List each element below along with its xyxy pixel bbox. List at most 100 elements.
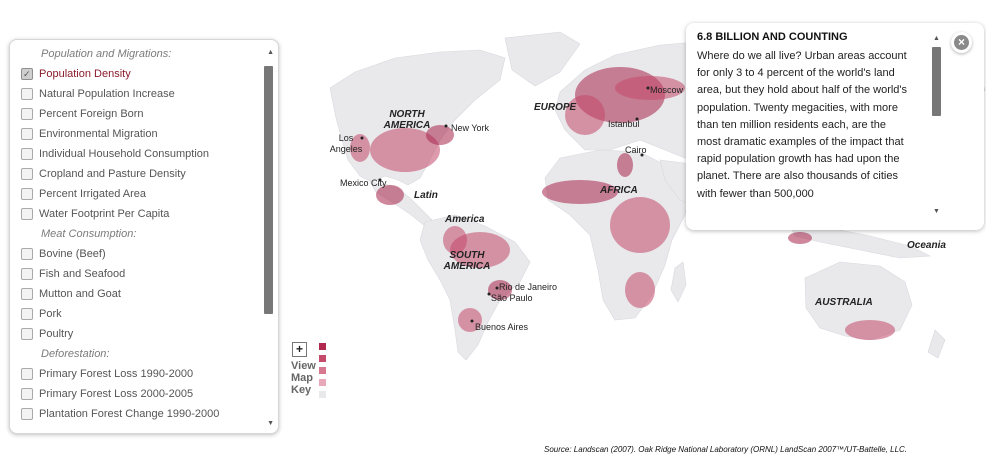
layer-checkbox[interactable] (21, 108, 33, 120)
layer-checkbox[interactable] (21, 408, 33, 420)
europe-label: EUROPE (534, 102, 577, 113)
layer-option[interactable]: Plantation Forest Change 1990-2000 (10, 404, 260, 424)
america-label: America (444, 214, 485, 225)
rio-label: Rio de Janeiro (499, 282, 557, 292)
close-button[interactable]: × (951, 32, 972, 53)
layer-option[interactable]: Primary Forest Loss 1990-2000 (10, 364, 260, 384)
layer-option[interactable]: Natural Population Increase (10, 84, 260, 104)
new-zealand-landmass (927, 329, 946, 359)
info-scroll-up-arrow[interactable]: ▲ (933, 35, 940, 42)
layer-label: Water Footprint Per Capita (39, 208, 170, 220)
layer-label: Individual Household Consumption (39, 148, 209, 160)
info-box: 6.8 BILLION AND COUNTING Where do we all… (686, 23, 984, 230)
key-label-line: View (291, 360, 316, 372)
layer-option[interactable]: Primary Forest Loss 2000-2005 (10, 384, 260, 404)
layer-option[interactable]: Fish and Seafood (10, 264, 260, 284)
layer-label: Population Density (39, 68, 131, 80)
layer-option[interactable]: Individual Household Consumption (10, 144, 260, 164)
key-expand-button[interactable]: + (292, 342, 307, 357)
key-label-line: Key (291, 384, 312, 396)
layer-list: Population and Migrations: Population Den… (10, 44, 260, 424)
layer-scroll-down-arrow[interactable]: ▼ (267, 420, 274, 427)
city-markers (360, 86, 650, 323)
layer-label: Cropland and Pasture Density (39, 168, 186, 180)
layer-section-heading: Population and Migrations: (41, 48, 172, 60)
latin-label: Latin (414, 190, 438, 201)
key-swatch (319, 343, 326, 350)
layer-label: Primary Forest Loss 2000-2005 (39, 388, 194, 400)
australia-landmass (804, 261, 913, 341)
layer-label: Bovine (Beef) (39, 248, 106, 260)
los-angeles-dot (360, 136, 364, 140)
layer-checkbox[interactable] (21, 208, 33, 220)
info-scrollbar-thumb[interactable] (932, 47, 941, 116)
layer-checkbox[interactable] (21, 168, 33, 180)
layer-checkbox[interactable] (21, 128, 33, 140)
new-york-dot (444, 124, 448, 128)
layer-option[interactable]: Percent Irrigated Area (10, 184, 260, 204)
key-label-line: Map (291, 372, 313, 384)
oceania-label: Oceania (907, 240, 946, 251)
layer-option[interactable]: Environmental Migration (10, 124, 260, 144)
key-swatch (319, 367, 326, 374)
layer-option[interactable]: Cropland and Pasture Density (10, 164, 260, 184)
layer-label: Mutton and Goat (39, 288, 121, 300)
layer-option[interactable]: Bovine (Beef) (10, 244, 260, 264)
layer-option[interactable]: Population Density (10, 64, 260, 84)
layer-checkbox[interactable] (21, 288, 33, 300)
buenos-aires-label: Buenos Aires (475, 322, 529, 332)
layer-checkbox[interactable] (21, 268, 33, 280)
cairo-dot (640, 153, 644, 157)
layer-checkbox[interactable] (21, 188, 33, 200)
istanbul-dot (635, 117, 639, 121)
layer-checkbox[interactable] (21, 388, 33, 400)
region-labels: NORTH AMERICA EUROPE Latin America SOUTH A… (383, 102, 947, 308)
layer-section-heading: Deforestation: (41, 348, 110, 360)
greenland-landmass (504, 31, 581, 87)
madagascar-landmass (670, 261, 687, 303)
layer-section-heading: Meat Consumption: (41, 228, 137, 240)
layer-checkbox[interactable] (21, 148, 33, 160)
south-america-label: SOUTH AMERICA (443, 250, 491, 272)
mexico-city-dot (378, 178, 382, 182)
info-title: 6.8 BILLION AND COUNTING (697, 31, 848, 43)
cairo-label: Cairo (625, 145, 647, 155)
layer-option[interactable]: Mutton and Goat (10, 284, 260, 304)
sao-paulo-label: São Paulo (491, 293, 533, 303)
info-body: Where do we all live? Urban areas accoun… (697, 50, 907, 200)
layer-label: Natural Population Increase (39, 88, 175, 100)
north-america-label: NORTH AMERICA (383, 109, 431, 131)
layer-panel[interactable]: Population and Migrations: Population Den… (9, 39, 279, 434)
density-overlay (350, 67, 895, 340)
moscow-dot (646, 86, 650, 90)
layer-checkbox[interactable] (21, 308, 33, 320)
los-angeles-label: Los Angeles (330, 133, 363, 154)
africa-label: AFRICA (599, 185, 638, 196)
buenos-aires-dot (470, 319, 474, 323)
layer-option[interactable]: Percent Foreign Born (10, 104, 260, 124)
layer-label: Pork (39, 308, 62, 320)
close-icon: × (954, 35, 969, 50)
layer-label: Percent Foreign Born (39, 108, 144, 120)
rio-dot (495, 286, 499, 290)
view-map-key-link[interactable]: View Map Key (291, 360, 316, 396)
new-york-label: New York (451, 123, 490, 133)
layer-scroll-up-arrow[interactable]: ▲ (267, 49, 274, 56)
layer-checkbox[interactable] (21, 328, 33, 340)
layer-checkbox[interactable] (21, 368, 33, 380)
layer-option[interactable]: Poultry (10, 324, 260, 344)
layer-label: Plantation Forest Change 1990-2000 (39, 408, 220, 420)
layer-checkbox[interactable] (21, 88, 33, 100)
info-scroll-down-arrow[interactable]: ▼ (933, 208, 940, 215)
layer-option[interactable]: Pork (10, 304, 260, 324)
source-credit: Source: Landscan (2007). Oak Ridge Natio… (544, 445, 908, 454)
layer-label: Environmental Migration (39, 128, 158, 140)
key-swatch (319, 391, 326, 398)
sao-paulo-dot (487, 292, 491, 296)
city-labels: New York Los Angeles Mexico City Rio de J… (330, 85, 684, 332)
istanbul-label: Istanbul (608, 119, 640, 129)
layer-scrollbar-thumb[interactable] (264, 66, 273, 314)
layer-checkbox[interactable] (21, 64, 33, 84)
layer-checkbox[interactable] (21, 248, 33, 260)
layer-option[interactable]: Water Footprint Per Capita (10, 204, 260, 224)
